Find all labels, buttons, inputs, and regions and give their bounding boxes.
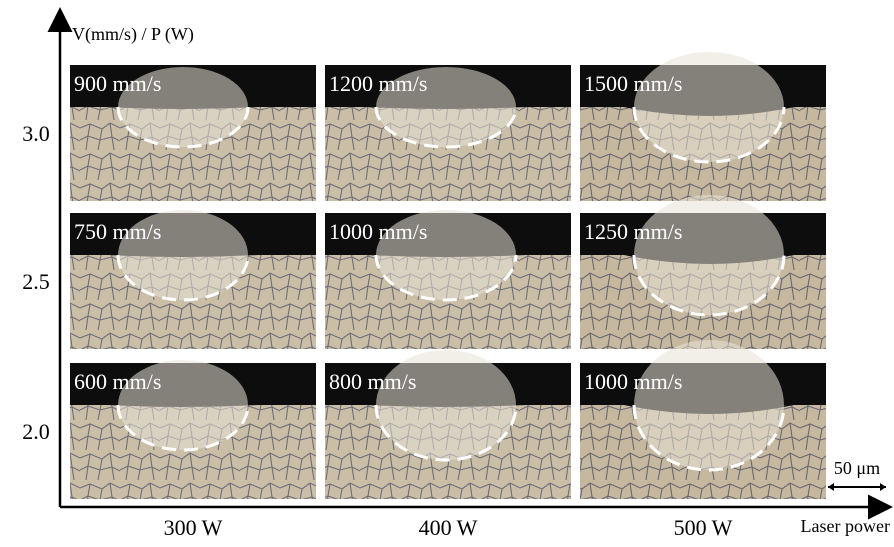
micrograph: 900 mm/s [70, 65, 316, 201]
panel-label: 1000 mm/s [329, 219, 427, 244]
micrograph: 1500 mm/s [580, 52, 826, 201]
column-label: 400 W [419, 515, 478, 540]
micrograph: 1000 mm/s [580, 340, 826, 499]
panel-label: 1500 mm/s [584, 71, 682, 96]
row-label: 2.0 [22, 419, 50, 444]
x-axis-label: Laser power [801, 516, 890, 536]
panel-label: 900 mm/s [74, 71, 161, 96]
panel-label: 1250 mm/s [584, 219, 682, 244]
micrograph: 1200 mm/s [325, 65, 571, 201]
row-label: 2.5 [22, 269, 50, 294]
panel-grid: 900 mm/s 1200 mm/s 1500 mm/s 750 mm/s 1000 m… [70, 52, 826, 499]
micrograph: 600 mm/s [70, 360, 316, 499]
column-label: 300 W [164, 515, 223, 540]
panel-label: 800 mm/s [329, 369, 416, 394]
panel-label: 750 mm/s [74, 219, 161, 244]
micrograph: 1000 mm/s [325, 210, 571, 349]
panel-label: 600 mm/s [74, 369, 161, 394]
scale-bar-label: 50 μm [834, 458, 880, 478]
row-label: 3.0 [22, 121, 50, 146]
column-label: 500 W [674, 515, 733, 540]
micrograph: 750 mm/s [70, 210, 316, 349]
figure: V(mm/s) / P (W) Laser power 50 μm 900 mm… [0, 0, 894, 542]
panel-label: 1200 mm/s [329, 71, 427, 96]
y-axis-label: V(mm/s) / P (W) [72, 24, 194, 45]
micrograph: 800 mm/s [325, 350, 571, 499]
micrograph: 1250 mm/s [580, 195, 826, 349]
panel-label: 1000 mm/s [584, 369, 682, 394]
